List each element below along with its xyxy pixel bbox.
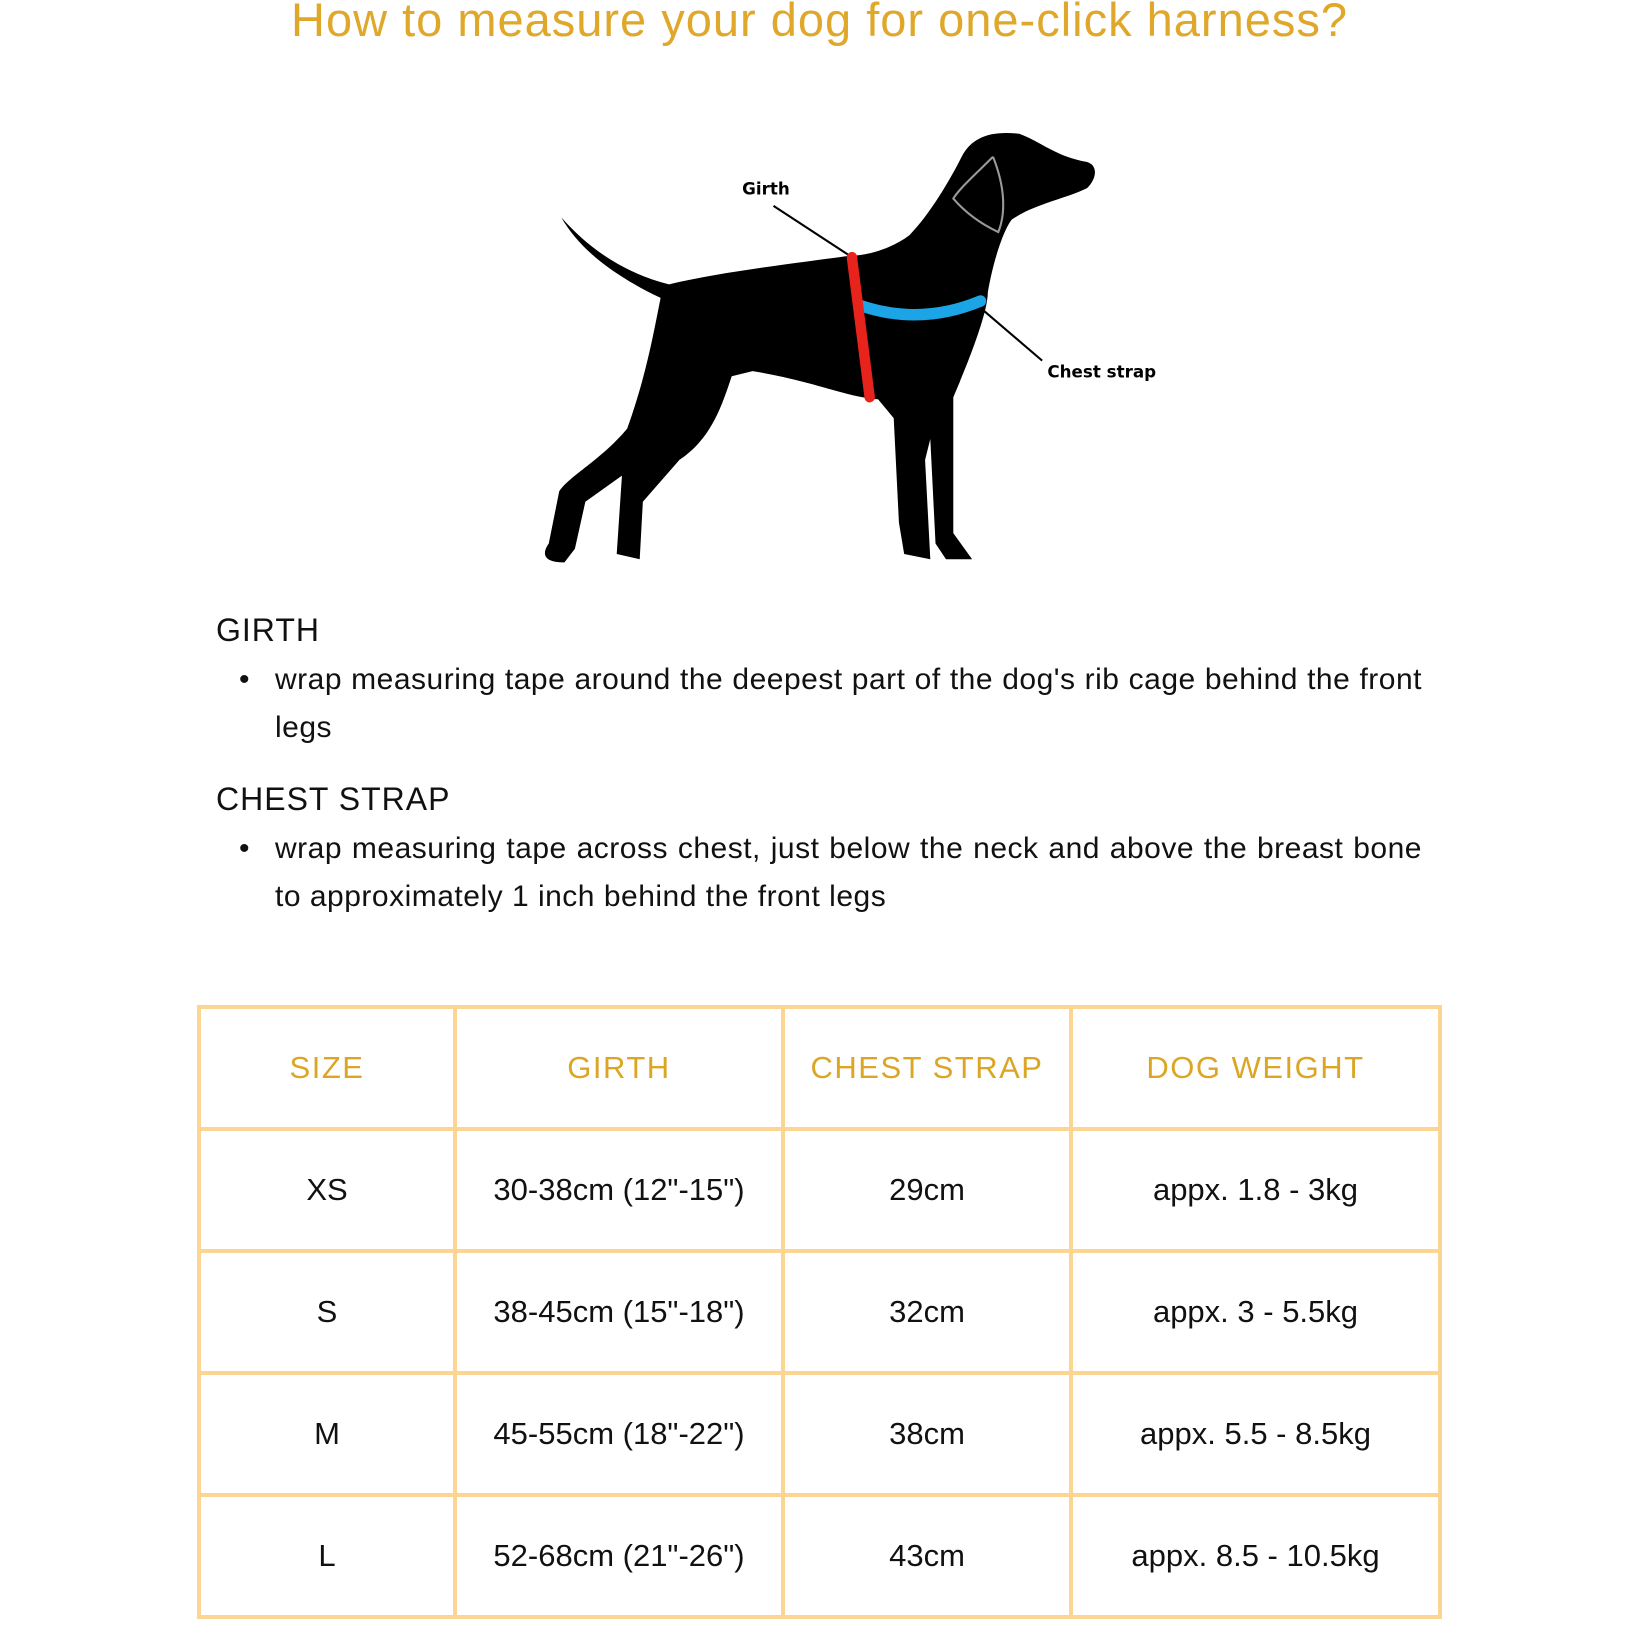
- header-chest-strap: CHEST STRAP: [781, 1005, 1073, 1131]
- girth-cell: 38-45cm (15"-18"): [453, 1249, 785, 1375]
- size-cell: XS: [197, 1127, 457, 1253]
- girth-instruction: wrap measuring tape around the deepest p…: [239, 656, 1422, 752]
- table-row: XS 30-38cm (12"-15") 29cm appx. 1.8 - 3k…: [197, 1127, 1442, 1253]
- size-cell: M: [197, 1371, 457, 1497]
- size-chart-table: SIZE GIRTH CHEST STRAP DOG WEIGHT XS 30-…: [197, 1005, 1442, 1619]
- weight-cell: appx. 5.5 - 8.5kg: [1069, 1371, 1442, 1497]
- chest-strap-label: Chest strap: [1047, 361, 1156, 381]
- weight-cell: appx. 3 - 5.5kg: [1069, 1249, 1442, 1375]
- header-girth: GIRTH: [453, 1005, 785, 1131]
- dog-silhouette: [544, 132, 1095, 563]
- girth-cell: 45-55cm (18"-22"): [453, 1371, 785, 1497]
- girth-cell: 52-68cm (21"-26"): [453, 1493, 785, 1619]
- girth-band: [846, 251, 875, 403]
- weight-cell: appx. 8.5 - 10.5kg: [1069, 1493, 1442, 1619]
- chest-strap-band: [853, 295, 987, 321]
- girth-heading: GIRTH: [216, 612, 320, 648]
- girth-cell: 30-38cm (12"-15"): [453, 1127, 785, 1253]
- size-cell: S: [197, 1249, 457, 1375]
- chest-strap-instruction: wrap measuring tape across chest, just b…: [239, 825, 1422, 921]
- table-header-row: SIZE GIRTH CHEST STRAP DOG WEIGHT: [197, 1005, 1442, 1131]
- page-title: How to measure your dog for one-click ha…: [291, 0, 1348, 46]
- table-row: S 38-45cm (15"-18") 32cm appx. 3 - 5.5kg: [197, 1249, 1442, 1375]
- table-row: L 52-68cm (21"-26") 43cm appx. 8.5 - 10.…: [197, 1493, 1442, 1619]
- chest-strap-cell: 43cm: [781, 1493, 1073, 1619]
- chest-strap-cell: 38cm: [781, 1371, 1073, 1497]
- girth-label: Girth: [742, 178, 790, 198]
- ear-outline: [952, 156, 1005, 234]
- weight-cell: appx. 1.8 - 3kg: [1069, 1127, 1442, 1253]
- header-size: SIZE: [197, 1005, 457, 1131]
- chest-strap-pointer: [976, 304, 1043, 362]
- girth-pointer: [772, 205, 853, 259]
- chest-strap-cell: 32cm: [781, 1249, 1073, 1375]
- chest-strap-heading: CHEST STRAP: [216, 781, 451, 817]
- header-dog-weight: DOG WEIGHT: [1069, 1005, 1442, 1131]
- chest-strap-cell: 29cm: [781, 1127, 1073, 1253]
- table-row: M 45-55cm (18"-22") 38cm appx. 5.5 - 8.5…: [197, 1371, 1442, 1497]
- size-cell: L: [197, 1493, 457, 1619]
